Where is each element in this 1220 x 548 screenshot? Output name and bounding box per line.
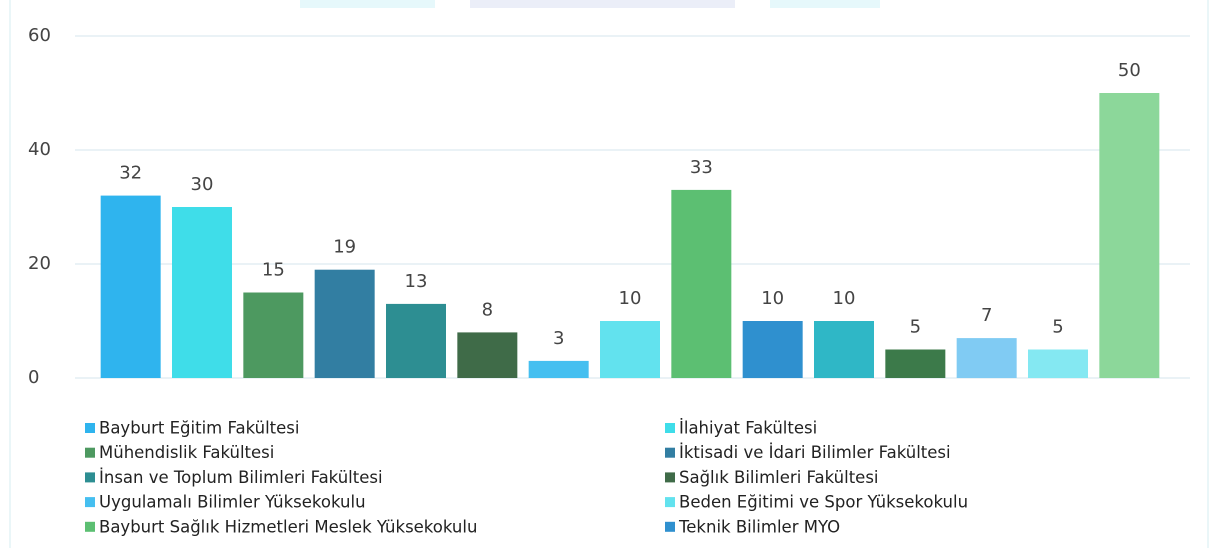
value-label: 30	[191, 174, 214, 195]
legend-swatch	[665, 521, 675, 532]
y-tick-label: 40	[28, 139, 51, 160]
bar	[100, 195, 161, 378]
value-label: 19	[333, 237, 356, 258]
value-label: 7	[981, 305, 992, 326]
legend-swatch	[85, 521, 95, 532]
bar	[956, 338, 1017, 378]
legend-label: İnsan ve Toplum Bilimleri Fakültesi	[99, 468, 383, 487]
bar	[386, 303, 446, 378]
value-label: 32	[119, 163, 142, 184]
value-label: 5	[910, 317, 921, 338]
value-label: 8	[482, 299, 493, 320]
y-tick-label: 60	[28, 25, 51, 46]
bar	[600, 321, 660, 378]
value-label: 10	[619, 288, 642, 309]
bar	[1099, 93, 1160, 378]
value-label: 10	[833, 288, 856, 309]
y-tick-label: 0	[28, 367, 39, 388]
value-label: 15	[262, 260, 285, 281]
tab	[300, 0, 435, 8]
value-label: 10	[761, 288, 784, 309]
legend-swatch	[85, 423, 95, 433]
legend-swatch	[85, 447, 95, 458]
tab	[770, 0, 880, 8]
value-label: 50	[1118, 60, 1141, 81]
bar	[671, 189, 732, 378]
bar	[742, 321, 803, 378]
legend-label: İktisadi ve İdari Bilimler Fakültesi	[679, 443, 951, 462]
bar	[314, 269, 375, 378]
bar	[885, 349, 946, 378]
legend-label: Sağlık Bilimleri Fakültesi	[679, 468, 879, 487]
bar	[457, 332, 518, 378]
bar	[814, 321, 874, 378]
legend-swatch	[665, 497, 675, 508]
legend-swatch	[665, 423, 675, 433]
legend-swatch	[85, 472, 95, 483]
value-label: 33	[690, 157, 713, 178]
legend-label: Bayburt Sağlık Hizmetleri Meslek Yükseko…	[99, 517, 477, 536]
bar	[1028, 349, 1088, 378]
y-tick-label: 20	[28, 253, 51, 274]
legend-label: İlahiyat Fakültesi	[679, 419, 817, 438]
value-label: 3	[553, 328, 564, 349]
legend-swatch	[665, 447, 675, 458]
legend-label: Uygulamalı Bilimler Yüksekokulu	[99, 493, 366, 512]
bar	[172, 207, 232, 378]
legend-label: Mühendislik Fakültesi	[99, 443, 274, 462]
bar	[243, 292, 304, 378]
legend-swatch	[665, 472, 675, 483]
legend-label: Bayburt Eğitim Fakültesi	[99, 419, 299, 438]
bar	[528, 360, 589, 378]
value-label: 5	[1052, 317, 1063, 338]
legend-label: Beden Eğitimi ve Spor Yüksekokulu	[679, 493, 968, 512]
value-label: 13	[405, 271, 428, 292]
tab	[470, 0, 735, 8]
legend-label: Teknik Bilimler MYO	[678, 517, 840, 536]
legend-swatch	[85, 497, 95, 508]
